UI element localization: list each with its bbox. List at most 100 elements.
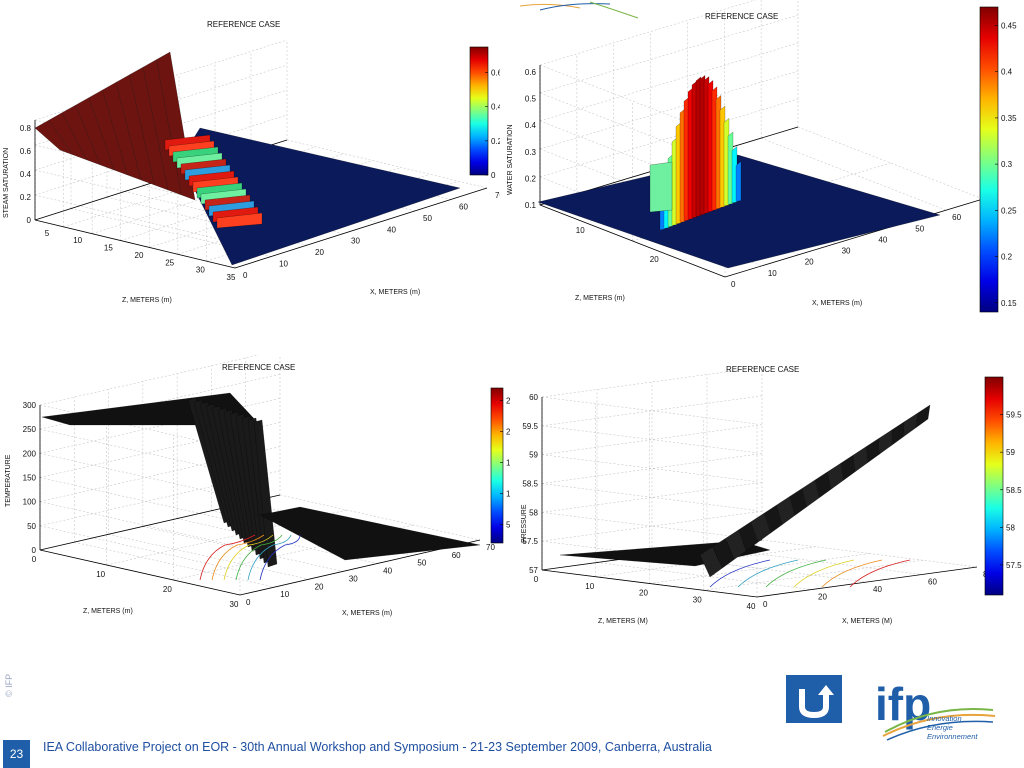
width-tick-label: 30 bbox=[349, 574, 358, 583]
surface-peak bbox=[695, 76, 702, 217]
surface-front bbox=[216, 212, 263, 229]
colorbar-tick-label: 0.25 bbox=[1001, 206, 1017, 215]
z-tick-label: 200 bbox=[23, 449, 37, 458]
z-tick-label: 58.5 bbox=[522, 480, 538, 489]
grid-line bbox=[541, 366, 763, 398]
colorbar-tick-label: 0.15 bbox=[1001, 299, 1017, 308]
surface-peak bbox=[727, 131, 734, 205]
z-tick-label: 57 bbox=[529, 566, 538, 575]
z-tick-label: 0.6 bbox=[525, 68, 537, 77]
grid-line bbox=[541, 482, 763, 513]
width-tick-label: 0 bbox=[243, 271, 248, 280]
colorbar-tick-label: 57.5 bbox=[1006, 561, 1022, 570]
contour-line bbox=[849, 559, 911, 588]
z-tick-label: 0.5 bbox=[525, 95, 537, 104]
surface-floor bbox=[259, 506, 481, 561]
contour-line bbox=[211, 534, 265, 581]
width-tick-label: 30 bbox=[351, 237, 360, 246]
grid-line bbox=[596, 562, 813, 590]
grid-line bbox=[797, 126, 984, 200]
width-tick-label: 40 bbox=[878, 235, 887, 244]
width-tick-label: 20 bbox=[315, 248, 324, 257]
chart-title: REFERENCE CASE bbox=[726, 365, 800, 374]
svg-text:Energie: Energie bbox=[927, 723, 953, 732]
surface-peak bbox=[719, 105, 726, 208]
depth-tick-label: 0 bbox=[32, 555, 37, 564]
grid-line bbox=[541, 454, 758, 482]
depth-tick-label: 0 bbox=[534, 575, 539, 584]
z-tick-label: 0.8 bbox=[20, 124, 32, 133]
z-tick-label: 0.4 bbox=[20, 170, 32, 179]
colorbar-tick-label: 0.45 bbox=[1001, 21, 1017, 30]
width-tick-label: 50 bbox=[417, 559, 426, 568]
depth-tick-label: 30 bbox=[196, 266, 205, 275]
grid-line bbox=[39, 525, 241, 572]
x-axis-label: Z, METERS (m) bbox=[575, 295, 625, 302]
chart-temperature: REFERENCE CASE 0 50 100 150 200 250 300 0 10 20 30… bbox=[0, 355, 510, 625]
depth-tick-label: 25 bbox=[165, 258, 174, 267]
grid-line bbox=[39, 501, 241, 547]
grid-line bbox=[39, 477, 241, 523]
x-axis-label: Z, METERS (m) bbox=[83, 608, 133, 615]
grid-line bbox=[761, 137, 947, 211]
z-tick-label: 0 bbox=[32, 546, 37, 555]
width-tick-label: 10 bbox=[279, 260, 288, 269]
depth-tick-label: 20 bbox=[135, 251, 144, 260]
axis-line bbox=[724, 198, 984, 278]
chart-title: REFERENCE CASE bbox=[222, 363, 296, 372]
surface-ridge bbox=[853, 446, 868, 473]
grid-line bbox=[649, 553, 870, 584]
decorative-curves bbox=[520, 1, 639, 19]
contour-line bbox=[765, 559, 827, 588]
slide-number: 23 bbox=[3, 740, 30, 768]
width-tick-label: 60 bbox=[928, 578, 937, 587]
chart-water-saturation: REFERENCE CASE 0.1 0.2 0.3 0.4 0.5 0.6 10 20 0 10… bbox=[500, 0, 1024, 320]
z-tick-label: 59 bbox=[529, 451, 538, 460]
width-tick-label: 20 bbox=[818, 593, 827, 602]
z-axis-label: STEAM SATURATION bbox=[3, 148, 10, 218]
width-tick-label: 70 bbox=[495, 191, 500, 200]
surface-peak bbox=[707, 80, 714, 213]
copyright-text: © IFP bbox=[4, 673, 14, 697]
surface-peak bbox=[735, 161, 742, 202]
colorbar-tick-label: 20 bbox=[506, 427, 510, 436]
depth-tick-label: 5 bbox=[45, 229, 50, 238]
width-tick-label: 20 bbox=[805, 258, 814, 267]
axis-line bbox=[34, 219, 236, 269]
width-tick-label: 40 bbox=[383, 567, 392, 576]
svg-text:Environnement: Environnement bbox=[927, 732, 978, 741]
grid-line bbox=[541, 395, 763, 427]
contour-line bbox=[737, 559, 799, 588]
z-tick-label: 0.4 bbox=[525, 121, 537, 130]
width-tick-label: 40 bbox=[873, 585, 882, 594]
z-axis-label: TEMPERATURE bbox=[5, 454, 12, 507]
z-tick-label: 0.6 bbox=[20, 147, 32, 156]
depth-tick-label: 10 bbox=[585, 582, 594, 591]
colorbar bbox=[979, 6, 999, 313]
axis-line bbox=[541, 569, 758, 598]
depth-tick-label: 20 bbox=[163, 585, 172, 594]
depth-tick-label: 10 bbox=[576, 226, 585, 235]
contour-line bbox=[821, 559, 883, 588]
colorbar-tick-label: 15 bbox=[506, 458, 510, 467]
z-tick-label: 60 bbox=[529, 393, 538, 402]
contour-line bbox=[259, 534, 301, 581]
z-tick-label: 300 bbox=[23, 401, 37, 410]
grid-line bbox=[541, 424, 763, 455]
colorbar-tick-label: 58.5 bbox=[1006, 486, 1022, 495]
width-tick-label: 30 bbox=[842, 247, 851, 256]
colorbar-tick-label: 0 bbox=[491, 171, 496, 180]
grid-line bbox=[541, 510, 763, 542]
chart-pressure: REFERENCE CASE 57 57.5 58 58.5 59 59.5 60 0 10 20… bbox=[500, 355, 1024, 630]
surface-front bbox=[649, 161, 673, 213]
depth-tick-label: 35 bbox=[227, 273, 236, 282]
width-tick-label: 0 bbox=[763, 600, 768, 609]
width-tick-label: 60 bbox=[452, 551, 461, 560]
colorbar-tick-label: 50 bbox=[506, 520, 510, 529]
grid-line bbox=[539, 98, 799, 178]
width-tick-label: 20 bbox=[315, 582, 324, 591]
y-axis-label: X, METERS (m) bbox=[812, 300, 862, 307]
colorbar-tick-label: 25 bbox=[506, 396, 510, 405]
contour-line bbox=[235, 534, 283, 581]
grid-line bbox=[595, 546, 816, 577]
